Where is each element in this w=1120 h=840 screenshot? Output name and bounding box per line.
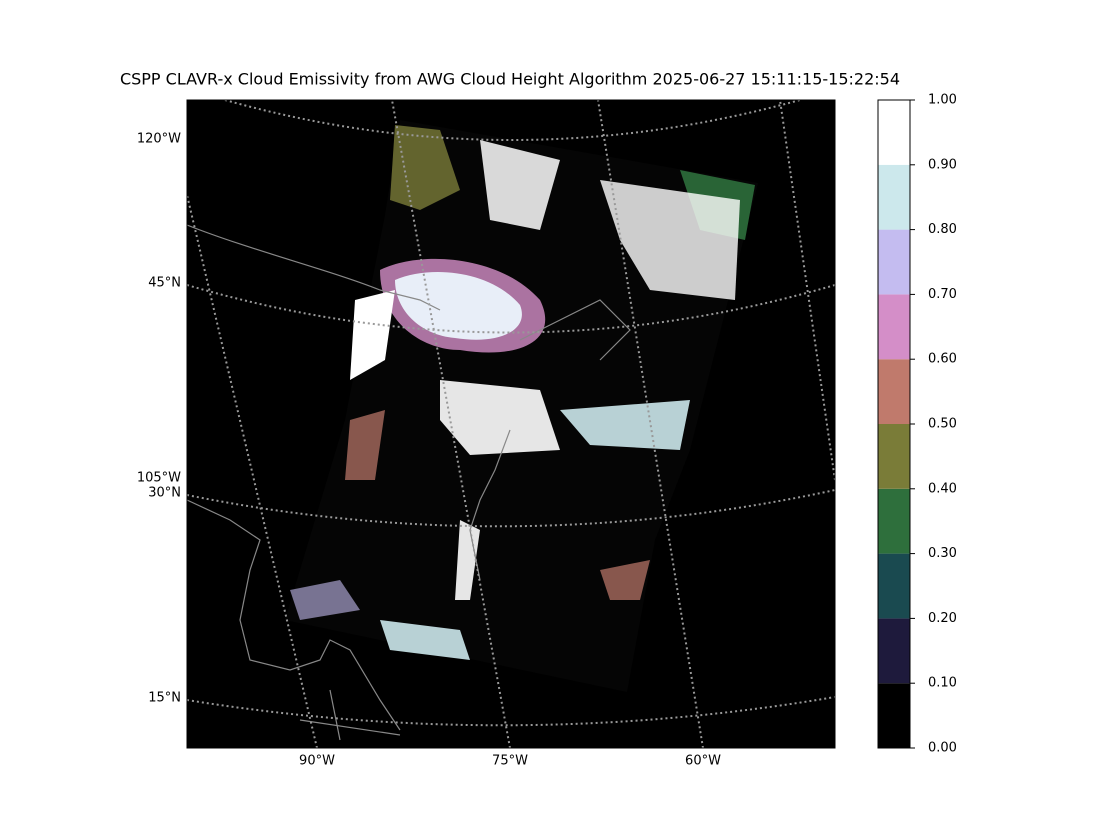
colorbar-bin [878,488,910,554]
colorbar-bin [878,618,910,684]
colorbar-tick-label: 1.00 [928,93,957,108]
map [187,100,835,748]
colorbar-bin [878,229,910,295]
left-labels: 120°W 45°N 105°W 30°N 15°N [137,132,181,706]
lon-label: 90°W [299,754,335,769]
colorbar-bin [878,683,910,748]
colorbar-bin [878,359,910,424]
lon-label: 105°W [137,471,181,486]
map-frame [186,99,836,749]
lat-label: 30°N [148,486,181,501]
graticule [187,100,835,748]
colorbar-bin [878,164,910,230]
colorbar: 0.00 0.10 0.20 0.30 0.40 0.50 0.60 0.70 0.80 0.90… [877,93,957,756]
colorbar-tick-label: 0.70 [928,287,957,302]
bottom-labels: 90°W 75°W 60°W [299,754,721,769]
lat-label: 15°N [148,691,181,706]
lon-label: 120°W [137,132,181,147]
colorbar-tick-label: 0.50 [928,417,957,432]
swath [285,120,758,692]
colorbar-tick-label: 0.80 [928,222,957,237]
colorbar-tick-label: 0.60 [928,352,957,367]
colorbar-tick-label: 0.90 [928,157,957,172]
colorbar-bin [878,294,910,360]
lat-label: 45°N [148,276,181,291]
colorbar-bin [878,424,910,489]
colorbar-tick-label: 0.40 [928,481,957,496]
colorbar-tick-label: 0.00 [928,741,957,756]
title: CSPP CLAVR-x Cloud Emissivity from AWG C… [120,70,900,89]
colorbar-tick-label: 0.10 [928,676,957,691]
colorbar-bin [878,100,910,165]
colorbar-tick-label: 0.20 [928,611,957,626]
coastlines [187,224,631,741]
colorbar-tick-label: 0.30 [928,546,957,561]
lon-label: 75°W [492,754,528,769]
colorbar-bin [878,553,910,619]
lon-label: 60°W [685,754,721,769]
